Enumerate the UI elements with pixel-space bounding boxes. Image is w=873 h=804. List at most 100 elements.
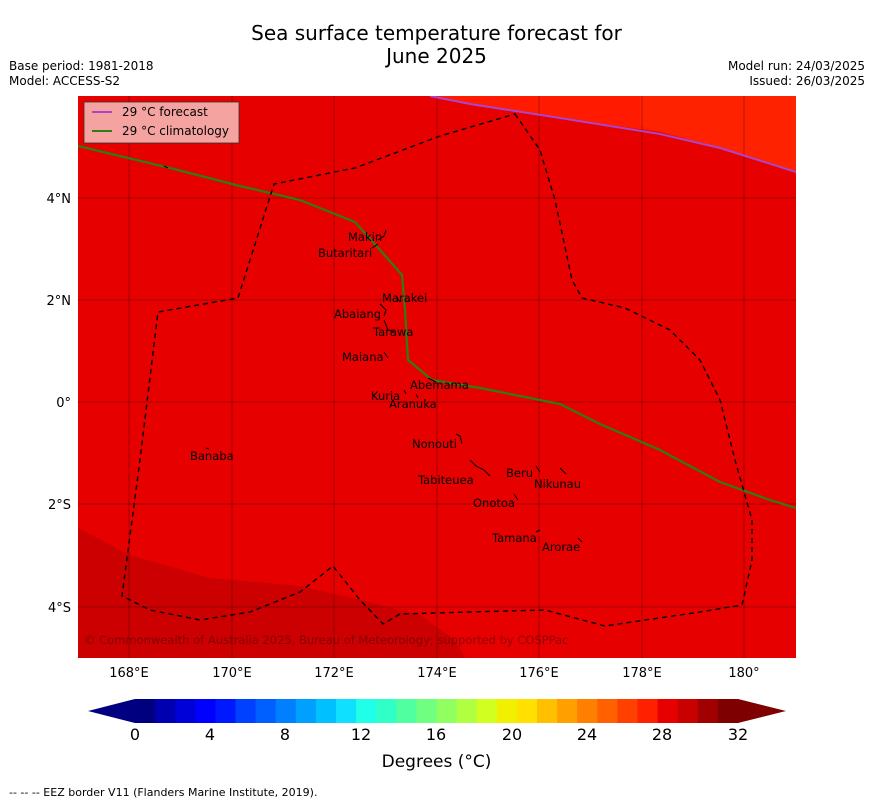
colorbar-cell — [717, 699, 739, 723]
title-line-2: June 2025 — [386, 44, 487, 68]
place-label: Abemama — [410, 378, 469, 392]
place-labels: Makin Butaritari Marakei Abaiang Tarawa … — [190, 230, 581, 554]
eez-footnote: -- -- -- EEZ border V11 (Flanders Marine… — [9, 786, 318, 799]
sst-field-cool-sw — [78, 528, 465, 658]
place-label: Nikunau — [534, 477, 581, 491]
colorbar-tick-labels: 0 4 8 12 16 20 24 28 32 — [130, 725, 748, 744]
place-label: Abaiang — [334, 307, 381, 321]
colorbar-cell — [657, 699, 679, 723]
place-label: Beru — [506, 466, 533, 480]
lat-tick-labels: 4°N 2°N 0° 2°S 4°S — [47, 192, 72, 616]
map-area: Makin Butaritari Marakei Abaiang Tarawa … — [78, 96, 796, 658]
colorbar-cell — [135, 699, 156, 723]
colorbar-cell — [476, 699, 498, 723]
lon-tick-label: 178°E — [622, 666, 662, 681]
lon-tick-label: 168°E — [109, 666, 149, 681]
colorbar-cell — [376, 699, 397, 723]
colorbar-low-extension — [88, 699, 135, 723]
meta-right: Model run: 24/03/2025 Issued: 26/03/2025 — [728, 59, 865, 89]
colorbar-tick-label: 4 — [205, 725, 215, 744]
lat-tick-label: 2°N — [47, 294, 72, 309]
legend-box — [83, 101, 240, 144]
colorbar-tick-label: 24 — [577, 725, 597, 744]
place-label: Tarawa — [372, 325, 413, 339]
place-label: Banaba — [190, 449, 234, 463]
graticule — [78, 96, 796, 658]
copyright-watermark: © Commonwealth of Australia 2025, Bureau… — [84, 633, 568, 647]
colorbar-cell — [637, 699, 659, 723]
place-label: Makin — [348, 230, 382, 244]
colorbar-tick-label: 32 — [728, 725, 748, 744]
place-label: Tamana — [491, 531, 537, 545]
place-label: Butaritari — [318, 246, 372, 260]
meta-left: Base period: 1981-2018 Model: ACCESS-S2 — [9, 59, 154, 89]
colorbar-cell — [175, 699, 196, 723]
colorbar-cell — [416, 699, 437, 723]
colorbar-tick-label: 16 — [426, 725, 446, 744]
lon-tick-label: 170°E — [212, 666, 252, 681]
colorbar-cell — [516, 699, 538, 723]
lon-tick-label: 180° — [728, 666, 759, 681]
place-label: Aranuka — [389, 397, 437, 411]
colorbar-cell — [255, 699, 277, 723]
lat-tick-label: 0° — [56, 396, 71, 411]
eez-border — [121, 113, 753, 627]
lon-tick-label: 174°E — [417, 666, 457, 681]
colorbar-cell — [557, 699, 578, 723]
colorbar-cell — [275, 699, 297, 723]
colorbar-title: Degrees (°C) — [381, 752, 492, 772]
chart-title: Sea surface temperature forecast for Jun… — [0, 22, 873, 68]
lon-tick-label: 172°E — [314, 666, 354, 681]
colorbar-cell — [396, 699, 417, 723]
colorbar-cell — [315, 699, 337, 723]
colorbar-tick-label: 20 — [502, 725, 522, 744]
colorbar-tick-label: 0 — [130, 725, 140, 744]
lon-tick-label: 176°E — [519, 666, 559, 681]
colorbar-cell — [356, 699, 377, 723]
colorbar-cell — [577, 699, 598, 723]
colorbar-cell — [677, 699, 699, 723]
legend-forecast-label: 29 °C forecast — [122, 105, 208, 119]
place-label: Arorae — [542, 540, 580, 554]
colorbar-cell — [436, 699, 458, 723]
legend-climatology-label: 29 °C climatology — [122, 124, 229, 138]
sst-field-warmest-ne — [640, 96, 796, 172]
colorbar-cell — [456, 699, 478, 723]
colorbar-tick-label: 12 — [351, 725, 371, 744]
lon-tick-labels: 168°E 170°E 172°E 174°E 176°E 178°E 180° — [109, 666, 759, 681]
sst-field-main — [78, 96, 796, 658]
colorbar-cell — [496, 699, 518, 723]
island-outlines — [163, 165, 583, 543]
colorbar-cell — [697, 699, 719, 723]
issued-date: Issued: 26/03/2025 — [749, 74, 865, 88]
colorbar-cell — [155, 699, 176, 723]
colorbar-high-extension — [738, 699, 786, 723]
lat-tick-label: 2°S — [48, 498, 71, 513]
base-period: Base period: 1981-2018 — [9, 59, 154, 73]
forecast-29c-contour — [429, 96, 796, 173]
title-line-1: Sea surface temperature forecast for — [251, 21, 622, 45]
place-label: Tabiteuea — [417, 473, 474, 487]
colorbar-cell — [295, 699, 317, 723]
place-label: Maiana — [342, 350, 384, 364]
colorbar: 0 4 8 12 16 20 24 28 32 — [88, 699, 786, 744]
colorbar-tick-label: 8 — [280, 725, 290, 744]
colorbar-cell — [617, 699, 638, 723]
place-label: Marakei — [382, 291, 427, 305]
colorbar-cells — [135, 699, 739, 723]
model-name: Model: ACCESS-S2 — [9, 74, 121, 88]
place-label: Onotoa — [473, 496, 515, 510]
colorbar-tick-label: 28 — [652, 725, 672, 744]
map-legend: 29 °C forecast 29 °C climatology — [83, 101, 240, 144]
climatology-29c-contour — [78, 144, 796, 510]
colorbar-cell — [597, 699, 618, 723]
colorbar-cell — [235, 699, 257, 723]
place-label: Kuria — [371, 389, 400, 403]
colorbar-cell — [195, 699, 216, 723]
place-label: Nonouti — [412, 437, 457, 451]
colorbar-cell — [336, 699, 357, 723]
colorbar-cell — [537, 699, 558, 723]
model-run: Model run: 24/03/2025 — [727, 59, 865, 73]
lat-tick-label: 4°S — [48, 601, 71, 616]
